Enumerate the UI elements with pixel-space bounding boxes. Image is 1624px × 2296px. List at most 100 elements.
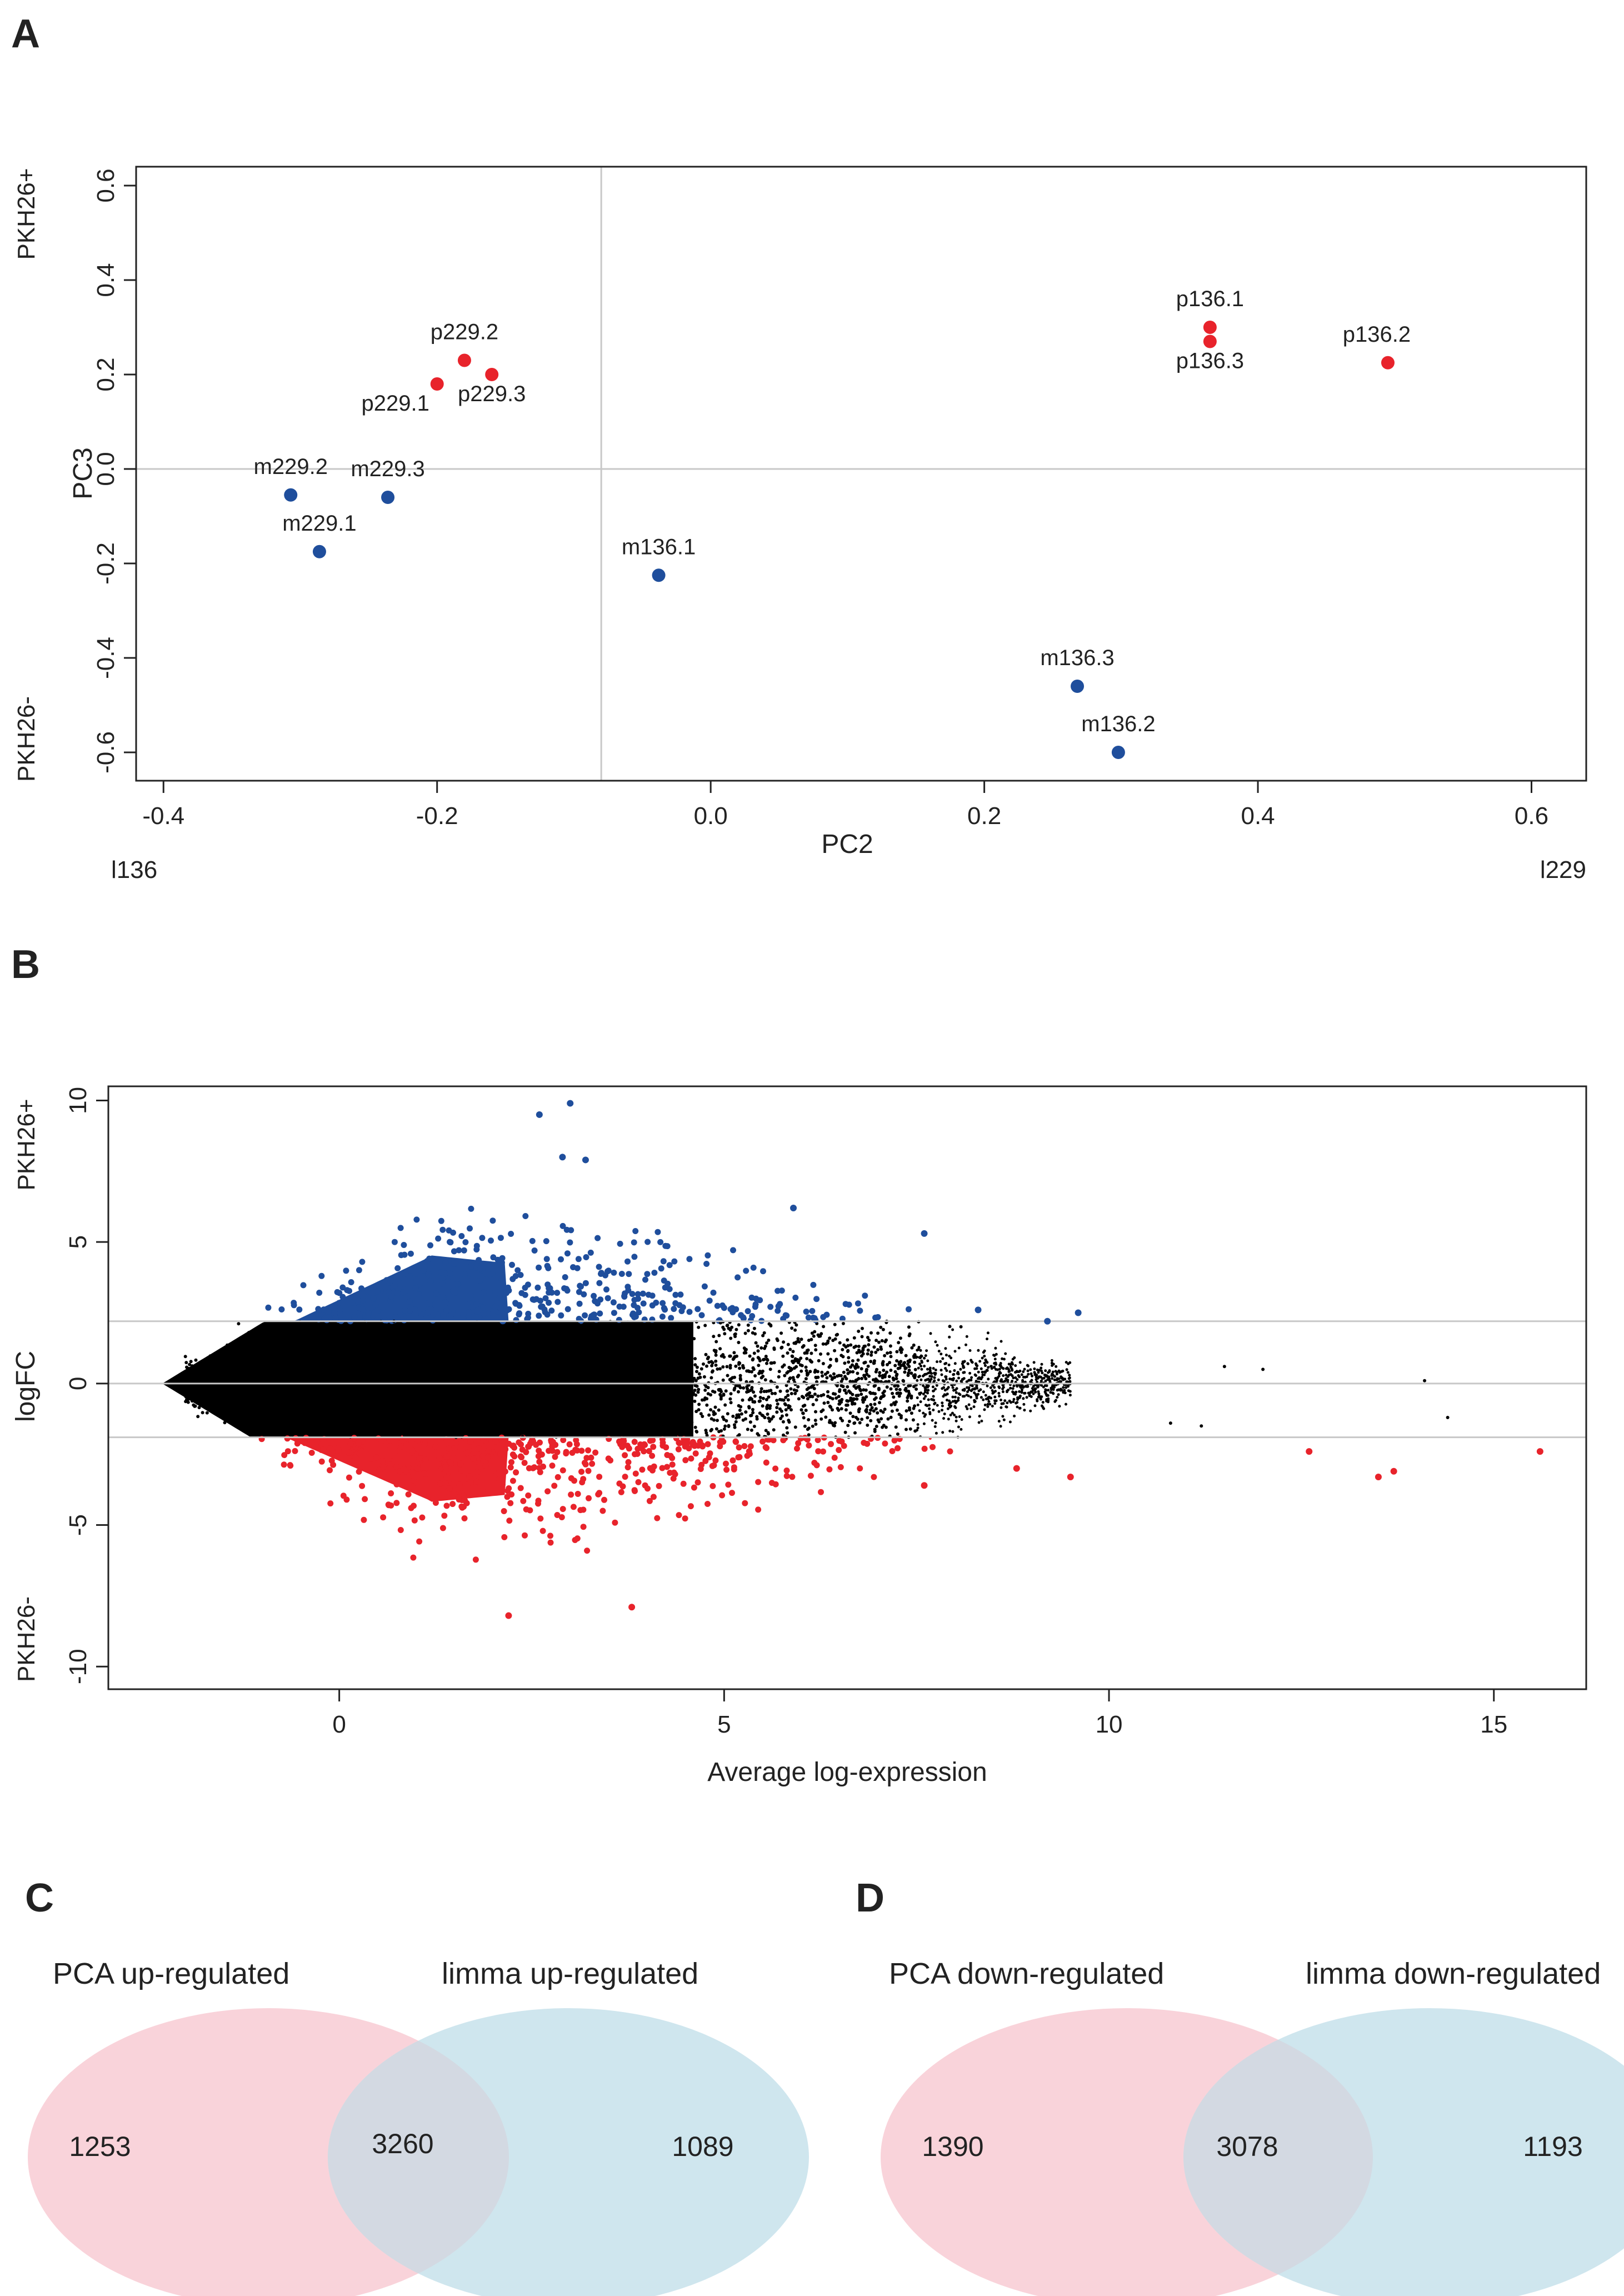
b-data-point	[217, 1398, 221, 1402]
b-data-point	[607, 1457, 613, 1464]
b-data-point	[733, 1306, 739, 1312]
b-data-point	[594, 1365, 598, 1369]
b-data-point	[340, 1493, 347, 1499]
b-data-point	[407, 1341, 411, 1344]
b-data-point	[481, 1311, 487, 1317]
b-data-point	[630, 1329, 634, 1332]
b-data-point	[237, 1374, 241, 1378]
b-data-point	[491, 1467, 497, 1474]
b-data-point	[719, 1354, 723, 1358]
b-data-point	[892, 1401, 896, 1405]
b-data-point	[547, 1533, 553, 1539]
b-data-point	[509, 1325, 513, 1329]
b-data-point	[506, 1332, 509, 1336]
b-data-point	[775, 1337, 779, 1341]
b-data-point	[898, 1387, 902, 1391]
b-data-point	[275, 1374, 279, 1378]
b-data-point	[307, 1405, 311, 1409]
b-data-point	[822, 1401, 826, 1405]
b-data-point	[856, 1365, 860, 1369]
b-data-point	[732, 1351, 736, 1355]
b-data-point	[216, 1373, 219, 1377]
b-data-point	[589, 1429, 593, 1432]
b-data-point	[704, 1501, 711, 1507]
b-data-point	[284, 1360, 288, 1364]
b-data-point	[680, 1416, 684, 1420]
b-data-point	[406, 1362, 410, 1366]
b-data-point	[309, 1389, 313, 1393]
b-data-point	[608, 1343, 612, 1347]
b-data-point	[608, 1371, 612, 1375]
b-data-point	[559, 1430, 563, 1434]
b-data-point	[806, 1397, 809, 1401]
a-point-p229.2	[457, 353, 471, 367]
b-data-point	[682, 1457, 689, 1464]
b-data-point	[308, 1347, 312, 1351]
b-data-point	[306, 1352, 309, 1356]
b-data-point	[652, 1379, 656, 1382]
b-data-point	[433, 1392, 437, 1396]
b-data-point	[366, 1418, 369, 1421]
b-data-point	[298, 1342, 302, 1346]
b-data-point	[826, 1352, 830, 1356]
b-data-point	[1012, 1376, 1015, 1380]
b-data-point	[790, 1354, 794, 1358]
b-data-point	[641, 1362, 645, 1366]
b-data-point	[1005, 1367, 1008, 1370]
a-point-label: p229.3	[458, 382, 526, 406]
b-data-point	[773, 1391, 777, 1395]
b-data-point	[549, 1433, 553, 1437]
b-data-point	[544, 1396, 548, 1400]
b-data-point	[436, 1415, 439, 1419]
b-data-point	[664, 1374, 668, 1377]
b-data-point	[616, 1480, 623, 1487]
b-data-point	[544, 1262, 551, 1269]
b-data-point	[380, 1362, 384, 1366]
a-point-m136.1	[652, 568, 666, 582]
b-data-point	[860, 1350, 864, 1354]
b-data-point	[554, 1449, 561, 1455]
b-data-point	[591, 1325, 595, 1328]
b-data-point	[461, 1515, 468, 1521]
a-y-ticks: -0.6-0.4-0.20.00.20.40.6	[92, 168, 136, 773]
b-data-point	[948, 1429, 952, 1432]
b-data-point	[268, 1417, 272, 1420]
b-data-point	[444, 1363, 448, 1367]
b-data-point	[636, 1428, 640, 1432]
b-data-point	[728, 1328, 732, 1332]
b-data-point	[306, 1426, 309, 1430]
b-data-point	[878, 1401, 881, 1405]
b-data-point	[636, 1402, 640, 1406]
b-data-point	[624, 1334, 628, 1337]
b-data-point	[554, 1402, 558, 1406]
b-data-point	[476, 1366, 480, 1370]
b-data-point	[872, 1361, 876, 1365]
b-data-point	[1033, 1367, 1036, 1370]
b-data-point	[755, 1506, 762, 1513]
b-data-point	[460, 1493, 467, 1499]
b-data-point	[413, 1216, 420, 1223]
b-data-point	[554, 1350, 558, 1353]
b-data-point	[317, 1361, 321, 1364]
a-y-tick-label: 0.2	[92, 357, 119, 391]
b-data-point	[781, 1420, 785, 1424]
b-data-point	[852, 1421, 856, 1425]
b-data-point	[639, 1433, 643, 1437]
b-data-point	[596, 1280, 603, 1286]
b-data-point	[643, 1400, 647, 1404]
b-data-point	[445, 1349, 449, 1352]
b-data-point	[296, 1403, 300, 1407]
b-data-point	[1014, 1376, 1017, 1379]
b-data-point	[609, 1396, 613, 1400]
b-data-point	[927, 1389, 930, 1392]
b-data-point	[694, 1393, 698, 1397]
b-data-point	[722, 1427, 726, 1431]
b-data-point	[388, 1396, 392, 1400]
b-data-point	[361, 1344, 364, 1348]
b-data-point	[463, 1364, 467, 1368]
b-data-point	[689, 1372, 693, 1376]
b-data-point	[353, 1384, 357, 1388]
b-data-point	[1066, 1371, 1070, 1374]
b-data-point	[413, 1390, 417, 1394]
b-data-point	[709, 1376, 713, 1380]
